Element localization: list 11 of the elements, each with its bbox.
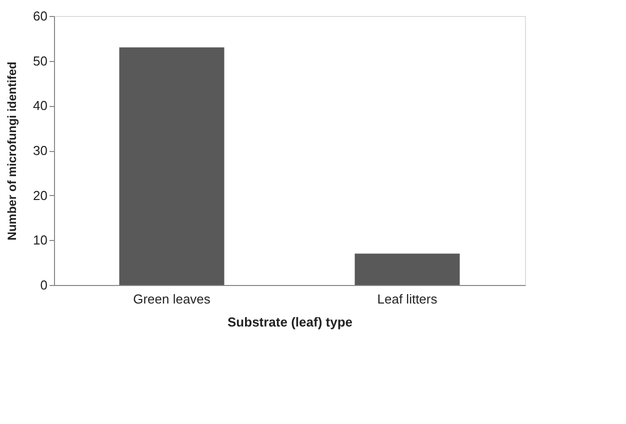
y-tick-label: 10 [33,232,48,248]
x-tick-label: Leaf litters [377,292,438,306]
x-axis-title: Substrate (leaf) type [228,314,352,330]
y-tick-label: 30 [33,143,48,158]
y-tick-label: 20 [33,188,48,203]
x-tick-label: Green leaves [133,292,211,306]
y-axis-title: Number of microfungi identifed [5,62,20,240]
y-tick-label: 60 [33,8,48,24]
y-tick-label: 40 [33,98,48,114]
y-tick-label: 0 [40,278,48,292]
y-tick-label: 50 [33,53,48,68]
